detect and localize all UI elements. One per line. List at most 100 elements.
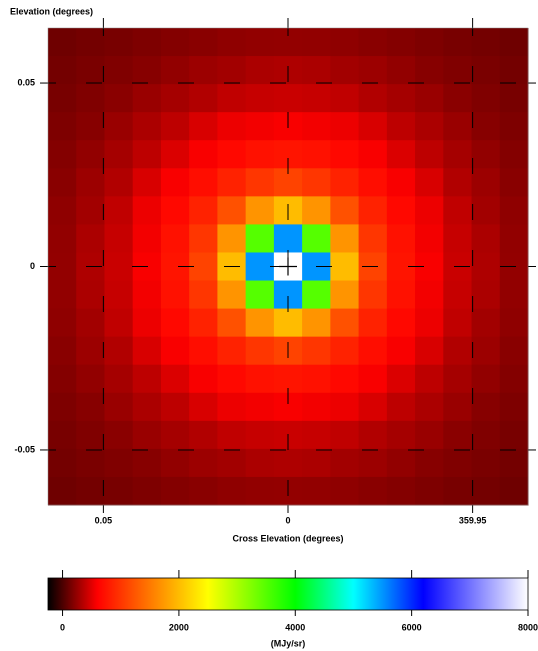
heatmap-cell	[415, 420, 444, 450]
heatmap-cell	[160, 224, 190, 253]
heatmap-cell	[217, 224, 247, 253]
heatmap-cell	[499, 224, 529, 253]
colorbar-tick-label: 2000	[169, 622, 189, 632]
heatmap-cell	[160, 336, 190, 366]
heatmap-cell	[189, 56, 218, 85]
heatmap-cell	[48, 448, 77, 478]
heatmap-cell	[499, 280, 529, 310]
heatmap-cell	[76, 196, 105, 225]
heatmap-cell	[386, 196, 416, 225]
heatmap-cell	[160, 392, 190, 422]
heatmap-cell	[302, 392, 331, 422]
heatmap-cell	[245, 308, 275, 338]
heatmap	[48, 28, 529, 506]
heatmap-cell	[217, 280, 247, 310]
heatmap-cell	[330, 168, 360, 197]
heatmap-cell	[499, 140, 529, 169]
plot-frame	[47, 27, 529, 506]
heatmap-cell	[160, 84, 190, 113]
y-tick-label: -0.05	[14, 444, 35, 454]
heatmap-cell	[189, 392, 218, 422]
heatmap-cell	[104, 28, 134, 57]
heatmap-cell	[302, 448, 331, 478]
heatmap-cell	[330, 364, 360, 394]
heatmap-cell	[76, 140, 105, 169]
heatmap-cell	[76, 224, 105, 253]
heatmap-cell	[217, 196, 247, 225]
heatmap-cell	[245, 420, 275, 450]
heatmap-cell	[189, 364, 218, 394]
heatmap-cell	[217, 392, 247, 422]
heatmap-cell	[189, 196, 218, 225]
heatmap-cell	[330, 308, 360, 338]
heatmap-cell	[415, 364, 444, 394]
heatmap-cell	[48, 308, 77, 338]
heatmap-cell	[471, 280, 501, 310]
x-tick-label: 359.95	[459, 515, 487, 525]
heatmap-cell	[415, 476, 444, 506]
heatmap-cell	[358, 476, 388, 506]
heatmap-cell	[358, 112, 388, 141]
heatmap-cell	[471, 56, 501, 85]
heatmap-cell	[245, 476, 275, 506]
heatmap-cell	[104, 56, 134, 85]
heatmap-cell	[76, 280, 105, 310]
heatmap-cell	[386, 476, 416, 506]
heatmap-cell	[302, 364, 331, 394]
heatmap-cell	[415, 56, 444, 85]
heatmap-cell	[415, 448, 444, 478]
heatmap-cell	[104, 224, 134, 253]
heatmap-cell	[76, 392, 105, 422]
heatmap-cell	[302, 140, 331, 169]
heatmap-cell	[104, 420, 134, 450]
heatmap-cell	[160, 420, 190, 450]
heatmap-cell	[386, 140, 416, 169]
heatmap-cell	[358, 308, 388, 338]
heatmap-cell	[76, 56, 105, 85]
heatmap-cell	[386, 28, 416, 57]
heatmap-cell	[48, 112, 77, 141]
heatmap-cell	[48, 224, 77, 253]
heatmap-cell	[104, 448, 134, 478]
heatmap-cell	[189, 140, 218, 169]
heatmap-cell	[443, 420, 473, 450]
heatmap-cell	[358, 168, 388, 197]
heatmap-cell	[499, 112, 529, 141]
heatmap-cell	[358, 420, 388, 450]
heatmap-cell	[302, 336, 331, 366]
heatmap-cell	[358, 280, 388, 310]
heatmap-cell	[330, 476, 360, 506]
heatmap-cell	[302, 56, 331, 85]
heatmap-cell	[217, 420, 247, 450]
heatmap-cell	[245, 140, 275, 169]
heatmap-cell	[330, 336, 360, 366]
heatmap-cell	[330, 196, 360, 225]
heatmap-cell	[330, 448, 360, 478]
heatmap-cell	[386, 308, 416, 338]
heatmap-cell	[386, 392, 416, 422]
heatmap-cell	[471, 84, 501, 113]
heatmap-cell	[48, 476, 77, 506]
heatmap-cell	[132, 28, 162, 57]
heatmap-cell	[76, 476, 105, 506]
y-axis-label: Elevation (degrees)	[10, 6, 93, 16]
y-tick-label: 0	[30, 261, 35, 271]
heatmap-cell	[48, 420, 77, 450]
heatmap-cell	[471, 336, 501, 366]
heatmap-cell	[330, 140, 360, 169]
heatmap-cell	[160, 280, 190, 310]
heatmap-cell	[415, 196, 444, 225]
heatmap-cell	[104, 364, 134, 394]
colorbar-tick-label: 8000	[518, 622, 538, 632]
heatmap-cell	[358, 28, 388, 57]
heatmap-cell	[132, 448, 162, 478]
heatmap-cell	[499, 364, 529, 394]
heatmap-cell	[189, 112, 218, 141]
heatmap-cell	[217, 448, 247, 478]
heatmap-cell	[302, 112, 331, 141]
heatmap-cell	[471, 364, 501, 394]
heatmap-cell	[132, 112, 162, 141]
heatmap-cell	[499, 84, 529, 113]
heatmap-cell	[76, 168, 105, 197]
